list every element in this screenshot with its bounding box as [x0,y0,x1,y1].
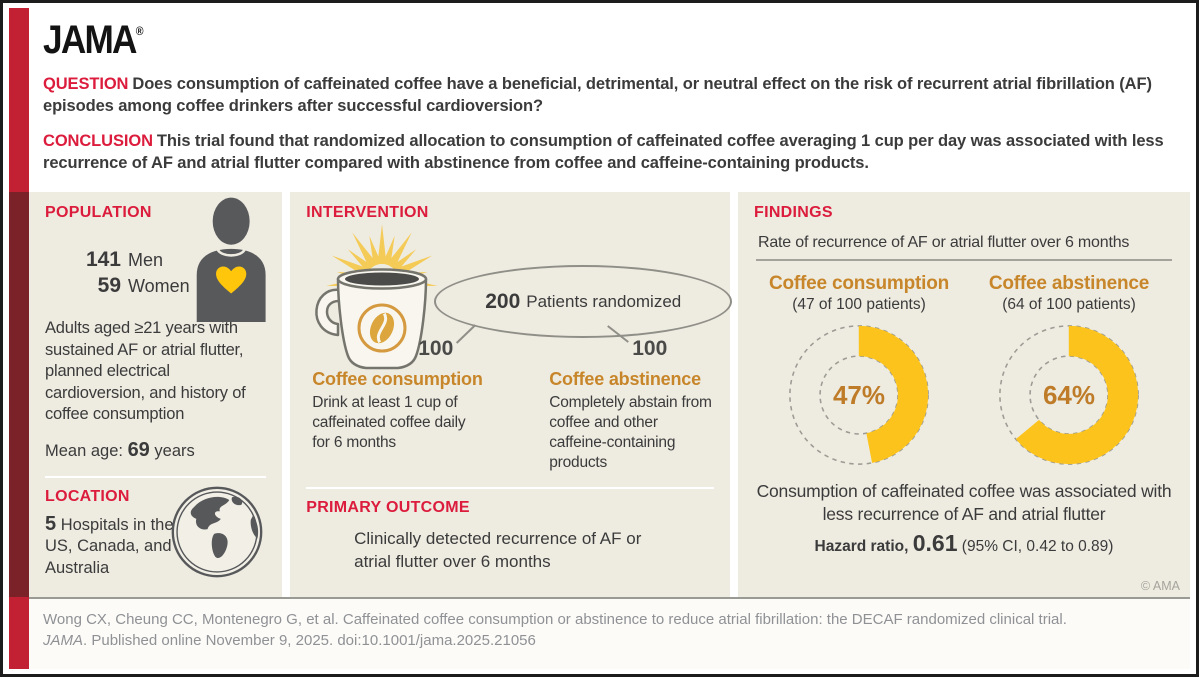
copyright: © AMA [1140,579,1180,593]
accent-bar-bottom [9,597,29,669]
arm-coffee-consumption: Coffee consumption Drink at least 1 cup … [306,369,543,473]
randomized-label: Patients randomized [526,291,682,311]
header: JAMA® QUESTION Does consumption of caffei… [29,8,1190,192]
donut-chart: 64% [996,322,1142,468]
arm-n-left: 100 [418,337,454,360]
mean-age: Mean age: 69 years [45,439,266,462]
group-detail: (47 of 100 patients) [792,296,926,313]
population-description: Adults aged ≥21 years with sustained AF … [45,319,246,423]
mean-age-label: Mean age: [45,441,128,460]
arm-description: Completely abstain from coffee and other… [549,394,712,471]
arm-name: Coffee consumption [312,369,483,389]
question-text: Does consumption of caffeinated coffee h… [43,75,1152,115]
donut-charts: Coffee consumption (47 of 100 patients) … [754,273,1174,468]
donut-arc [999,325,1139,465]
journal-name: JAMA [43,632,84,649]
conclusion-paragraph: CONCLUSION This trial found that randomiz… [43,130,1172,174]
donut-percent-label: 47% [832,379,886,410]
citation-footer: Wong CX, Cheung CC, Montenegro G, et al.… [29,597,1190,669]
coffee-mug-icon [298,222,448,379]
group-coffee-consumption: Coffee consumption (47 of 100 patients) … [754,273,964,468]
location-heading: LOCATION [45,487,130,505]
arm-n-right: 100 [632,337,668,360]
registered-mark: ® [135,24,144,38]
donut-percent-label: 64% [1042,379,1096,410]
main-panels: POPULATION 141 Men 59 Women Adults aged [29,192,1190,597]
randomized-count: 200 [485,289,521,313]
location-text: 5 Hospitals in the US, Canada, and Austr… [45,512,195,580]
randomization-diagram: 200 Patients randomized 100 100 [306,224,733,370]
hazard-ci: (95% CI, 0.42 to 0.89) [957,538,1114,555]
hazard-ratio: Hazard ratio, 0.61 (95% CI, 0.42 to 0.89… [754,530,1174,557]
hospital-text: Hospitals in the US, Canada, and Austral… [45,515,174,577]
connector-line-left [456,324,477,344]
population-heading: POPULATION [45,204,152,221]
left-accent-bar [9,8,29,669]
intervention-heading: INTERVENTION [306,204,429,221]
jama-logo-text: JAMA [43,18,137,62]
divider [45,475,267,478]
arm-coffee-abstinence: Coffee abstinence Completely abstain fro… [543,369,714,473]
hazard-value: 0.61 [912,530,958,556]
hazard-label: Hazard ratio, [814,538,913,555]
group-detail: (64 of 100 patients) [1002,296,1136,313]
mean-age-unit: years [149,441,195,460]
conclusion-text: This trial found that randomized allocat… [43,132,1164,172]
primary-outcome-text: Clinically detected recurrence of AF or … [354,529,642,571]
donut-arc [789,325,929,465]
sex-counts: 141 Men 59 Women [75,248,266,298]
group-name: Coffee consumption [768,273,950,294]
conclusion-label: CONCLUSION [43,132,153,150]
men-label: Men [128,250,164,270]
group-name: Coffee abstinence [988,273,1150,294]
arm-name: Coffee abstinence [549,369,701,389]
group-coffee-abstinence: Coffee abstinence (64 of 100 patients) 6… [964,273,1174,468]
hospital-count: 5 [45,512,57,535]
jama-logo: JAMA® [43,20,143,60]
question-label: QUESTION [43,75,129,93]
divider [306,487,714,489]
findings-subtitle: Rate of recurrence of AF or atrial flutt… [756,234,1172,261]
mean-age-value: 69 [127,438,150,461]
donut-chart: 47% [786,322,932,468]
content: JAMA® QUESTION Does consumption of caffei… [29,8,1190,669]
findings-summary: Consumption of caffeinated coffee was as… [756,481,1172,524]
accent-bar-top [9,8,29,192]
accent-bar-middle [9,192,29,597]
arms: Coffee consumption Drink at least 1 cup … [306,369,714,473]
arm-description: Drink at least 1 cup of caffeinated coff… [312,394,466,451]
men-count: 141 [85,248,121,271]
citation-line1: Wong CX, Cheung CC, Montenegro G, et al.… [43,611,1067,628]
primary-outcome-heading: PRIMARY OUTCOME [306,499,470,516]
person-icon [190,196,274,327]
women-label: Women [128,276,190,296]
intervention-panel: INTERVENTION [290,192,733,597]
findings-heading: FINDINGS [754,204,833,221]
globe-icon [170,482,264,587]
findings-panel: FINDINGS Rate of recurrence of AF or atr… [738,192,1190,597]
population-panel: POPULATION 141 Men 59 Women Adults aged [29,192,283,598]
randomized-oval: 200 Patients randomized [434,265,733,338]
citation-line2-rest: . Published online November 9, 2025. doi… [83,632,536,649]
women-count: 59 [97,274,121,297]
citation-line2: JAMA. Published online November 9, 2025.… [43,630,1190,651]
question-paragraph: QUESTION Does consumption of caffeinated … [43,73,1172,117]
location-section: LOCATION 5 Hospitals in the US, Canada, … [45,486,266,598]
